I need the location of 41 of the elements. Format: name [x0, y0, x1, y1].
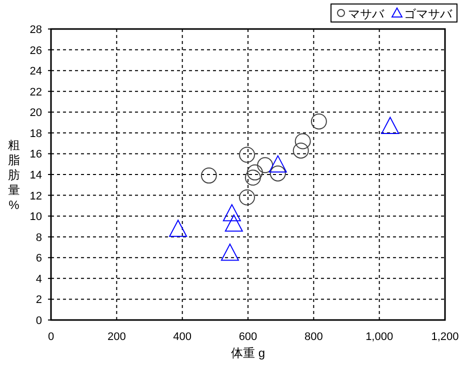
- x-tick-label: 200: [107, 331, 126, 343]
- y-tick-label: 0: [36, 315, 42, 327]
- y-tick-label: 2: [36, 294, 42, 306]
- y-tick-label: 18: [30, 128, 42, 140]
- point: [224, 214, 243, 232]
- x-axis-title: 体重 g: [230, 346, 266, 360]
- point: [294, 133, 311, 150]
- x-tick-label: 600: [238, 331, 258, 343]
- point: [169, 220, 188, 237]
- point: [257, 157, 274, 174]
- y-tick-label: 22: [30, 86, 42, 98]
- y-tick-label: 14: [30, 170, 42, 182]
- point: [246, 164, 263, 180]
- x-tick-label: 1,000: [366, 331, 394, 343]
- y-tick-label: 4: [36, 273, 42, 286]
- point: [222, 204, 241, 222]
- point: [268, 155, 287, 172]
- y-tick-label: 16: [30, 148, 42, 161]
- y-axis-title: 粗脂肪量%: [8, 138, 20, 212]
- y-tick-label: 26: [30, 44, 42, 57]
- point: [220, 244, 239, 261]
- y-tick-label: 28: [30, 24, 42, 36]
- x-tick-label: 0: [48, 331, 54, 343]
- x-tick-label: 1,200: [431, 331, 459, 343]
- x-tick-label: 800: [304, 331, 323, 343]
- point: [310, 113, 327, 130]
- point: [200, 168, 217, 184]
- y-tick-label: 10: [30, 211, 42, 224]
- x-tick-label: 400: [173, 331, 192, 343]
- point: [239, 146, 256, 163]
- legend-label: ゴマサバ: [404, 7, 453, 21]
- point: [244, 170, 261, 186]
- y-tick-label: 6: [36, 252, 42, 265]
- y-tick-label: 20: [30, 107, 42, 120]
- y-tick-label: 12: [30, 190, 42, 202]
- y-tick-label: 8: [36, 232, 42, 244]
- point: [239, 189, 256, 206]
- legend-label: マサバ: [348, 7, 385, 21]
- point: [270, 165, 286, 182]
- point: [292, 142, 309, 159]
- y-tick-label: 24: [30, 66, 42, 78]
